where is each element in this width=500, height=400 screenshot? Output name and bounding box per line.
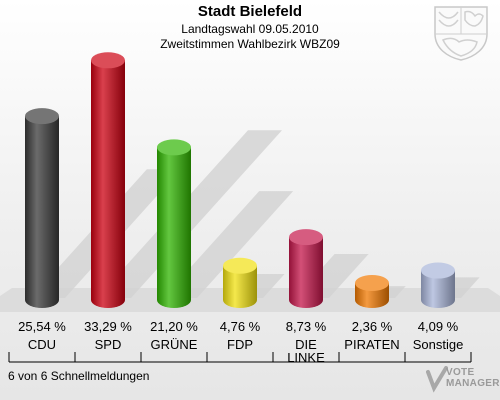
- logo-line-2: MANAGER: [446, 378, 500, 389]
- bar-sonstige: [421, 270, 455, 308]
- value-label: 8,73 %: [286, 319, 327, 334]
- bar-cdu: [25, 116, 59, 308]
- value-label: 4,09 %: [418, 319, 459, 334]
- chart-subtitle-election: Landtagswahl 09.05.2010: [181, 22, 319, 36]
- bar-die-linke: [289, 237, 323, 308]
- category-label: LINKE: [287, 350, 325, 365]
- value-labels: 25,54 % 33,29 % 21,20 % 4,76 % 8,73 % 2,36 % 4…: [18, 319, 459, 334]
- value-label: 21,20 %: [150, 319, 198, 334]
- chart-title: Stadt Bielefeld: [197, 3, 303, 20]
- reporting-status: 6 von 6 Schnellmeldungen: [8, 369, 150, 383]
- bar-top-3: [223, 257, 257, 274]
- category-label: SPD: [95, 337, 122, 352]
- category-label: PIRATEN: [344, 337, 399, 352]
- bar-spd: [91, 60, 125, 309]
- vote-manager-logo-text: VOTE MANAGER: [446, 367, 500, 389]
- bar-top-2: [157, 139, 191, 156]
- bar-top-1: [91, 52, 125, 69]
- bar-grüne: [157, 147, 191, 308]
- value-label: 4,76 %: [220, 319, 261, 334]
- bar-shadow-2: [163, 191, 294, 298]
- vote-manager-logo-icon: [426, 366, 448, 393]
- bar-top-4: [289, 229, 323, 246]
- bars: [25, 52, 455, 309]
- category-label: DIE: [295, 337, 317, 352]
- bar-top-0: [25, 108, 59, 125]
- bar-fdp: [223, 265, 257, 308]
- bar-top-5: [355, 275, 389, 292]
- coat-of-arms-icon: [434, 6, 488, 61]
- bar-top-6: [421, 262, 455, 279]
- category-label: CDU: [28, 337, 56, 352]
- chart-subtitle-district: Zweitstimmen Wahlbezirk WBZ09: [160, 37, 340, 51]
- category-label: GRÜNE: [151, 337, 198, 352]
- value-label: 25,54 %: [18, 319, 66, 334]
- category-axis: [8, 352, 472, 363]
- category-label: Sonstige: [413, 337, 464, 352]
- value-label: 33,29 %: [84, 319, 132, 334]
- category-label: FDP: [227, 337, 253, 352]
- value-label: 2,36 %: [352, 319, 393, 334]
- logo-line-1: VOTE: [446, 367, 475, 378]
